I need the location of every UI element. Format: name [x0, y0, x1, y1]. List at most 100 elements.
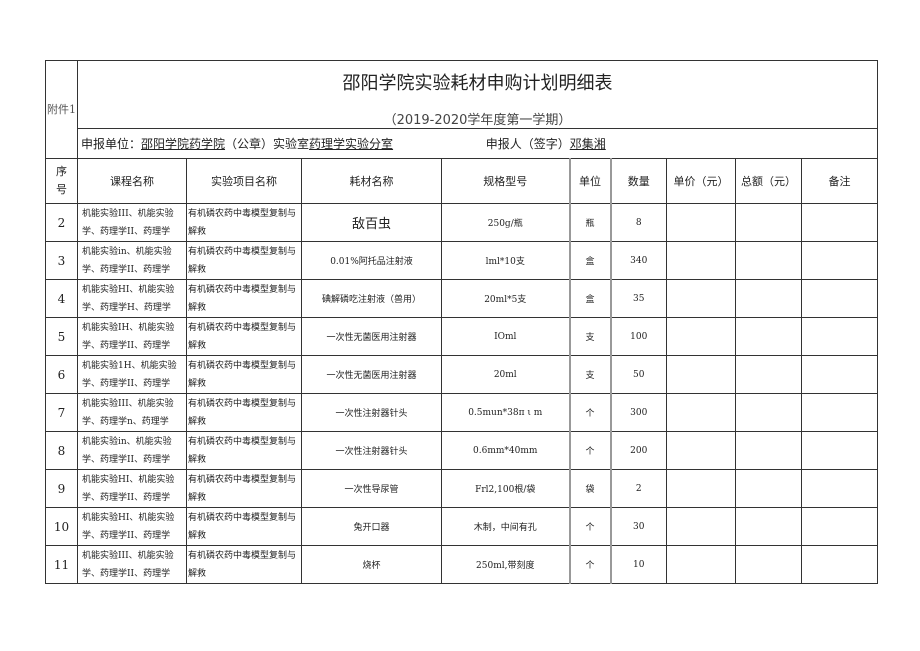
header-price: 单价（元）	[666, 158, 736, 204]
header-material: 耗材名称	[301, 158, 442, 204]
remark-cell	[800, 241, 879, 280]
price-cell	[666, 241, 736, 280]
remark-cell	[800, 431, 879, 470]
seal-label: （公章）实验室	[225, 137, 310, 151]
unit-cell: 盒	[568, 241, 611, 280]
total-cell	[735, 431, 802, 470]
price-cell	[666, 507, 736, 546]
qty-cell: 35	[609, 279, 667, 318]
material-cell: 0.01%阿托品注射液	[301, 241, 442, 280]
remark-cell	[800, 203, 879, 242]
price-cell	[666, 469, 736, 508]
material-cell: 一次性无菌医用注射器	[301, 355, 442, 394]
remark-cell	[800, 279, 879, 318]
header-experiment: 实验项目名称	[186, 158, 302, 204]
page-subtitle: （2019-2020学年度第一学期）	[383, 113, 572, 128]
seq-cell: 3	[45, 241, 78, 280]
course-cell: 机能实验HI、机能实验学、药理学II、药理学	[77, 507, 187, 546]
spec-cell: 木制，中间有孔	[441, 507, 570, 546]
unit-cell: 袋	[568, 469, 611, 508]
total-cell	[735, 279, 802, 318]
price-cell	[666, 355, 736, 394]
spec-cell: 20ml*5支	[441, 279, 570, 318]
page-title: 邵阳学院实验耗材申购计划明细表	[342, 73, 613, 94]
applicant-row: 申报单位：邵阳学院药学院（公章）实验室药理学实验分室 申报人（签字）邓集湘	[76, 128, 879, 159]
experiment-cell: 有机磷农药中毒模型复制与解救	[186, 241, 302, 280]
experiment-cell: 有机磷农药中毒模型复制与解救	[186, 203, 302, 242]
material-cell: 一次性注射器针头	[301, 431, 442, 470]
course-cell: 机能实验HI、机能实验学、药理学II、药理学	[77, 469, 187, 508]
table-row: 9 机能实验HI、机能实验学、药理学II、药理学 有机磷农药中毒模型复制与解救 一次性…	[45, 469, 879, 508]
person-label: 申报人（签字）	[485, 137, 570, 151]
spec-cell: 250g/瓶	[441, 203, 570, 242]
header-total: 总额（元）	[735, 158, 802, 204]
header-unit: 单位	[568, 158, 611, 204]
material-cell: 兔开口器	[301, 507, 442, 546]
seq-cell: 2	[45, 203, 78, 242]
experiment-cell: 有机磷农药中毒模型复制与解救	[186, 393, 302, 432]
spec-cell: 250ml,带刻度	[441, 545, 570, 584]
experiment-cell: 有机磷农药中毒模型复制与解救	[186, 469, 302, 508]
unit-cell: 瓶	[568, 203, 611, 242]
unit-label: 申报单位：	[81, 137, 142, 151]
qty-cell: 340	[609, 241, 667, 280]
experiment-cell: 有机磷农药中毒模型复制与解救	[186, 355, 302, 394]
table-row: 8 机能实验in、机能实验学、药理学II、药理学 有机磷农药中毒模型复制与解救 一次性…	[45, 431, 879, 470]
person-value: 邓集湘	[569, 137, 606, 151]
material-cell: 烧杯	[301, 545, 442, 584]
experiment-cell: 有机磷农药中毒模型复制与解救	[186, 507, 302, 546]
total-cell	[735, 317, 802, 356]
spec-cell: lml*10支	[441, 241, 570, 280]
experiment-cell: 有机磷农药中毒模型复制与解救	[186, 431, 302, 470]
header-remark: 备注	[800, 158, 879, 204]
remark-cell	[800, 469, 879, 508]
price-cell	[666, 431, 736, 470]
spec-cell: IOml	[441, 317, 570, 356]
price-cell	[666, 279, 736, 318]
seq-cell: 4	[45, 279, 78, 318]
unit-cell: 个	[568, 431, 611, 470]
table-row: 5 机能实验IH、机能实验学、药理学II、药理学 有机磷农药中毒模型复制与解救 一次性…	[45, 317, 879, 356]
course-cell: 机能实验IH、机能实验学、药理学II、药理学	[77, 317, 187, 356]
seq-cell: 9	[45, 469, 78, 508]
table-row: 7 机能实验III、机能实验学、药理学n、药理学 有机磷农药中毒模型复制与解救 一次性…	[45, 393, 879, 432]
total-cell	[735, 203, 802, 242]
unit-cell: 个	[568, 507, 611, 546]
table-row: 4 机能实验HI、机能实验学、药理学H、药理学 有机磷农药中毒模型复制与解救 碘解磷吃…	[45, 279, 879, 318]
material-cell: 碘解磷吃注射液（兽用）	[301, 279, 442, 318]
seq-cell: 11	[45, 545, 78, 584]
course-cell: 机能实验HI、机能实验学、药理学H、药理学	[77, 279, 187, 318]
course-cell: 机能实验in、机能实验学、药理学II、药理学	[77, 431, 187, 470]
material-cell: 一次性导尿管	[301, 469, 442, 508]
qty-cell: 200	[609, 431, 667, 470]
remark-cell	[800, 545, 879, 584]
remark-cell	[800, 393, 879, 432]
seq-cell: 6	[45, 355, 78, 394]
qty-cell: 100	[609, 317, 667, 356]
annex-label: 附件1	[45, 60, 78, 159]
total-cell	[735, 545, 802, 584]
price-cell	[666, 393, 736, 432]
spec-cell: 0.5mun*38π ι m	[441, 393, 570, 432]
unit-cell: 盒	[568, 279, 611, 318]
total-cell	[735, 393, 802, 432]
total-cell	[735, 355, 802, 394]
lab-value: 药理学实验分室	[309, 137, 394, 151]
qty-cell: 50	[609, 355, 667, 394]
unit-cell: 个	[568, 393, 611, 432]
material-cell: 敌百虫	[301, 203, 442, 242]
header-seq: 序号	[45, 158, 78, 204]
material-cell: 一次性注射器针头	[301, 393, 442, 432]
spec-cell: 0.6mm*40mm	[441, 431, 570, 470]
course-cell: 机能实验III、机能实验学、药理学II、药理学	[77, 203, 187, 242]
course-cell: 机能实验III、机能实验学、药理学II、药理学	[77, 545, 187, 584]
course-cell: 机能实验in、机能实验学、药理学II、药理学	[77, 241, 187, 280]
material-cell: 一次性无菌医用注射器	[301, 317, 442, 356]
price-cell	[666, 203, 736, 242]
course-cell: 机能实验1H、机能实验学、药理学II、药理学	[77, 355, 187, 394]
seq-cell: 5	[45, 317, 78, 356]
seq-cell: 8	[45, 431, 78, 470]
remark-cell	[800, 507, 879, 546]
table-row: 2 机能实验III、机能实验学、药理学II、药理学 有机磷农药中毒模型复制与解救 敌百…	[45, 203, 879, 242]
unit-value: 邵阳学院药学院	[141, 137, 226, 151]
